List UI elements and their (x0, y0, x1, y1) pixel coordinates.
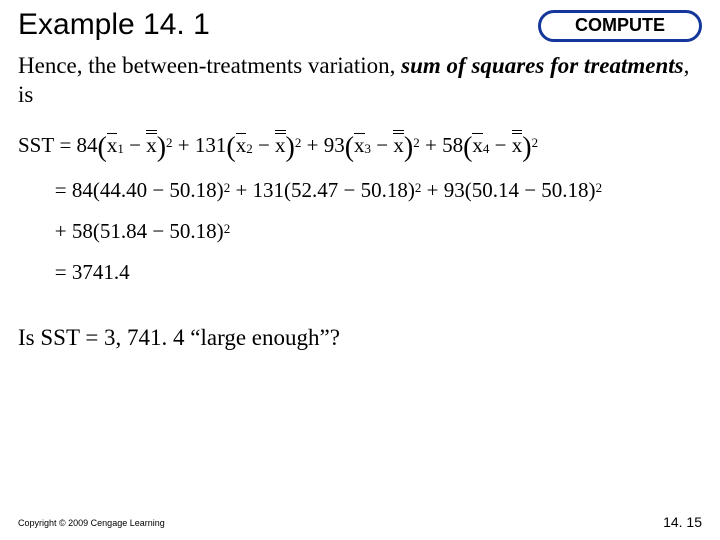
equation-line-4: = 3741.4 (18, 262, 702, 283)
equation-line-3: + 58(51.84 − 50.18)2 (18, 221, 702, 242)
compute-badge: COMPUTE (538, 10, 702, 42)
page-number: 14. 15 (663, 514, 702, 530)
intro-prefix: Hence, the between-treatments variation, (18, 53, 401, 78)
intro-text: Hence, the between-treatments variation,… (0, 42, 720, 110)
equation-block: SST = 84(x1 − x)2 + 131(x2 − x)2 + 93(x3… (0, 110, 720, 283)
example-title: Example 14. 1 (18, 8, 210, 42)
equation-line-2: = 84(44.40 − 50.18)2 + 131(52.47 − 50.18… (18, 180, 702, 201)
eq-lhs: SST (18, 135, 54, 156)
question-text: Is SST = 3, 741. 4 “large enough”? (0, 303, 720, 351)
copyright-text: Copyright © 2009 Cengage Learning (18, 518, 165, 528)
intro-emph: sum of squares for treatments (401, 53, 683, 78)
equation-line-1: SST = 84(x1 − x)2 + 131(x2 − x)2 + 93(x3… (18, 132, 702, 160)
badge-text: COMPUTE (575, 15, 665, 35)
